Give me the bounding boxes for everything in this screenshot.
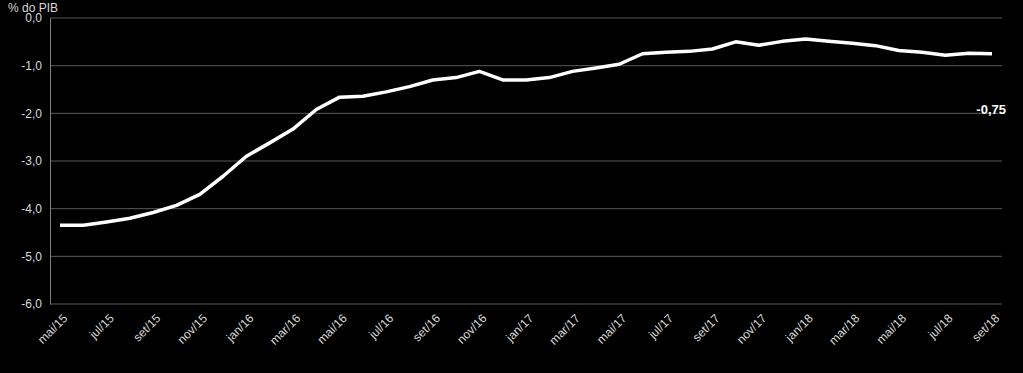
x-tick-label: mai/15 [35, 311, 71, 347]
x-tick: set/17 [690, 308, 723, 344]
x-tick-label: jan/16 [223, 311, 257, 345]
x-tick: mar/18 [826, 308, 863, 348]
x-tick-label: jul/17 [645, 311, 676, 342]
grid [50, 18, 1002, 304]
x-tick: mar/17 [547, 308, 584, 348]
x-tick-label: set/15 [130, 311, 163, 344]
x-tick-label: mar/17 [547, 311, 584, 348]
y-tick-label: -6,0 [21, 297, 42, 311]
x-tick-label: nov/17 [734, 311, 770, 347]
y-tick-label: -2,0 [21, 107, 42, 121]
y-tick: 0,0 [25, 11, 50, 25]
grid-line [50, 113, 1002, 114]
x-tick-label: jan/18 [782, 311, 816, 345]
y-tick: -6,0 [21, 297, 50, 311]
x-tick: jul/15 [86, 308, 117, 342]
grid-line [50, 256, 1002, 257]
x-tick: jan/16 [223, 308, 257, 345]
x-tick: jan/17 [503, 308, 537, 345]
x-tick-label: mar/18 [826, 311, 863, 348]
x-tick: nov/16 [454, 308, 490, 347]
x-tick: set/18 [969, 308, 1002, 344]
x-tick: jul/18 [925, 308, 956, 342]
x-tick: mai/18 [874, 308, 910, 347]
x-tick-label: jul/15 [86, 311, 117, 342]
x-tick-label: mai/16 [314, 311, 350, 347]
x-tick-label: set/17 [690, 311, 723, 344]
x-tick: jul/17 [645, 308, 676, 342]
x-tick: jan/18 [782, 308, 816, 345]
x-tick-label: mai/18 [874, 311, 910, 347]
x-tick: set/15 [130, 308, 163, 344]
x-tick-label: set/16 [410, 311, 443, 344]
x-axis: mai/15 jul/15 set/15 nov/15 jan/16 mar/16 mai/… [35, 308, 1003, 348]
x-tick: mai/17 [594, 308, 630, 347]
y-tick-label: -5,0 [21, 250, 42, 264]
y-tick: -1,0 [21, 59, 50, 73]
annotation: -0,75 [976, 102, 1006, 117]
y-tick: -3,0 [21, 154, 50, 168]
grid-line [50, 161, 1002, 162]
grid-line [50, 65, 1002, 66]
y-tick: -2,0 [21, 107, 50, 121]
grid-line [50, 304, 1002, 305]
x-tick-label: nov/16 [454, 311, 490, 347]
y-tick: -5,0 [21, 250, 50, 264]
plot-area [60, 39, 992, 225]
grid-line [50, 18, 1002, 19]
line [60, 39, 992, 225]
x-tick-label: jan/17 [503, 311, 537, 345]
x-tick: nov/17 [734, 308, 770, 347]
x-tick-label: set/18 [969, 311, 1002, 344]
y-tick: -4,0 [21, 202, 50, 216]
grid-line [50, 208, 1002, 209]
x-tick: jul/16 [366, 308, 397, 342]
background [0, 0, 1023, 373]
x-tick-label: jul/16 [366, 311, 397, 342]
x-tick: nov/15 [175, 308, 211, 347]
x-tick: mar/16 [267, 308, 304, 348]
y-tick-label: -3,0 [21, 154, 42, 168]
chart: % do PIB0,0-1,0-2,0-3,0-4,0-5,0-6,0mai/1… [0, 0, 1023, 373]
x-tick: mai/15 [35, 308, 71, 347]
x-tick: set/16 [410, 308, 443, 344]
y-tick-label: -4,0 [21, 202, 42, 216]
x-tick-label: jul/18 [925, 311, 956, 342]
x-tick-label: mar/16 [267, 311, 304, 348]
x-axis-line [61, 308, 993, 309]
y-axis-line [50, 19, 51, 305]
x-tick-label: nov/15 [175, 311, 211, 347]
y-axis: 0,0 -1,0 -2,0 -3,0 -4,0 -5,0 -6,0 [21, 11, 50, 311]
y-tick-label: -1,0 [21, 59, 42, 73]
x-tick-label: mai/17 [594, 311, 630, 347]
x-tick: mai/16 [314, 308, 350, 347]
y-tick-label: 0,0 [25, 11, 42, 25]
